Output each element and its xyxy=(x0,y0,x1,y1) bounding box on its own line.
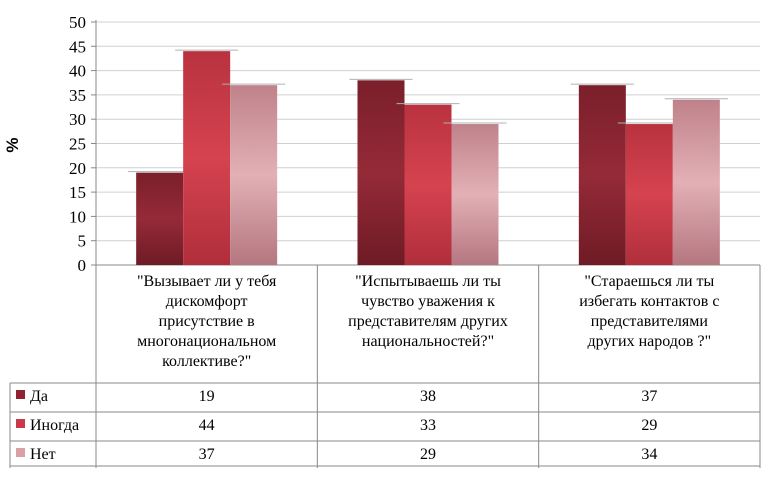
category-labels: "Вызывает ли у тебя дискомфорт присутствие… xyxy=(137,273,719,370)
y-tick-label: 5 xyxy=(78,232,87,251)
y-tick-label: 30 xyxy=(69,110,86,129)
y-tick-label: 0 xyxy=(78,256,87,275)
data-label: 38 xyxy=(420,388,436,405)
bar xyxy=(672,99,720,265)
y-tick-label: 40 xyxy=(69,62,86,81)
data-label: 33 xyxy=(420,417,436,434)
data-label: 37 xyxy=(199,446,215,463)
y-tick-label: 20 xyxy=(69,159,86,178)
data-label: 19 xyxy=(199,388,215,405)
category-label: "Вызывает ли у тебя дискомфорт присутствие… xyxy=(137,273,277,370)
legend-swatch xyxy=(16,419,25,428)
y-tick-label: 45 xyxy=(69,37,86,56)
data-label: 37 xyxy=(641,388,657,405)
bar xyxy=(357,80,405,265)
data-label: 44 xyxy=(199,417,215,434)
bar xyxy=(578,85,626,266)
legend-label: Нет xyxy=(30,446,56,463)
data-label: 29 xyxy=(641,417,657,434)
data-label: 29 xyxy=(420,446,436,463)
y-axis-label: % xyxy=(3,137,22,152)
bar xyxy=(136,172,184,265)
y-tick-label: 25 xyxy=(69,135,86,154)
bars xyxy=(128,49,728,266)
legend-label: Да xyxy=(30,388,48,405)
category-label: "Стараешься ли ты избегать контактов с пре… xyxy=(579,273,719,350)
bar xyxy=(183,51,231,265)
bar xyxy=(451,124,499,265)
bar xyxy=(625,124,673,265)
y-tick-label: 15 xyxy=(69,183,86,202)
bar xyxy=(404,104,452,266)
legend-swatch xyxy=(16,390,25,399)
y-tick-label: 10 xyxy=(69,207,86,226)
data-label: 34 xyxy=(641,446,657,463)
y-tick-label: 35 xyxy=(69,86,86,105)
bar xyxy=(230,85,278,266)
legend-swatch xyxy=(16,448,25,457)
y-tick-label: 50 xyxy=(69,13,86,32)
y-tick-labels: 0 5 10 15 20 25 30 35 40 45 50 xyxy=(69,13,86,275)
legend-label: Иногда xyxy=(30,417,79,434)
category-label: "Испытываешь ли ты чувство уважения к пред… xyxy=(348,273,508,350)
data-table: Да 19 38 37 Иногда 44 33 29 Нет 37 29 34 xyxy=(9,265,761,468)
